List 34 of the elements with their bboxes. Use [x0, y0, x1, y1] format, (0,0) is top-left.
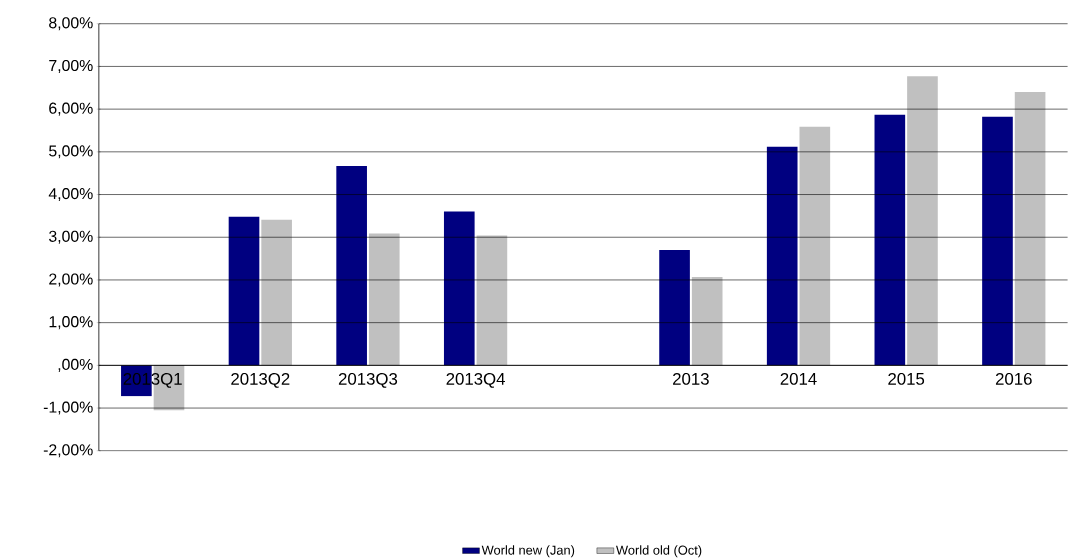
x-tick-label: 2013Q4 [446, 372, 505, 388]
y-tick-label: -2,00% [43, 444, 93, 458]
bar [659, 249, 690, 366]
bar [476, 235, 508, 366]
x-tick-label: 2016 [995, 372, 1032, 385]
bar [691, 276, 723, 366]
bar [443, 211, 475, 366]
bar [799, 126, 831, 366]
legend-label: World old (Oct) [616, 545, 702, 558]
y-tick-label: 3,00% [49, 230, 93, 244]
legend-label: World new (Jan) [481, 545, 575, 558]
y-tick-label: 5,00% [49, 145, 93, 159]
y-tick-label: ,00% [58, 358, 93, 372]
bar [982, 116, 1013, 366]
y-tick-label: 1,00% [49, 315, 93, 329]
x-tick-label: 2015 [888, 372, 925, 385]
bar [228, 216, 260, 366]
y-tick-label: -1,00% [43, 401, 93, 415]
y-tick-label: 4,00% [48, 187, 93, 201]
bar [261, 219, 292, 366]
x-tick-label: 2013Q3 [338, 372, 398, 388]
y-tick-label: 2,00% [49, 273, 93, 287]
x-tick-label: 2013Q2 [231, 372, 290, 388]
x-tick-label: 2013 [673, 372, 709, 385]
bar [368, 233, 400, 366]
bar [766, 146, 798, 366]
y-tick-label: 6,00% [49, 102, 93, 116]
x-tick-label: 2014 [780, 372, 817, 385]
y-tick-label: 8,00% [49, 16, 93, 31]
bar [907, 76, 938, 366]
bar [874, 114, 906, 366]
bar [1014, 91, 1046, 366]
y-tick-label: 7,00% [49, 59, 93, 73]
bar [336, 165, 367, 366]
